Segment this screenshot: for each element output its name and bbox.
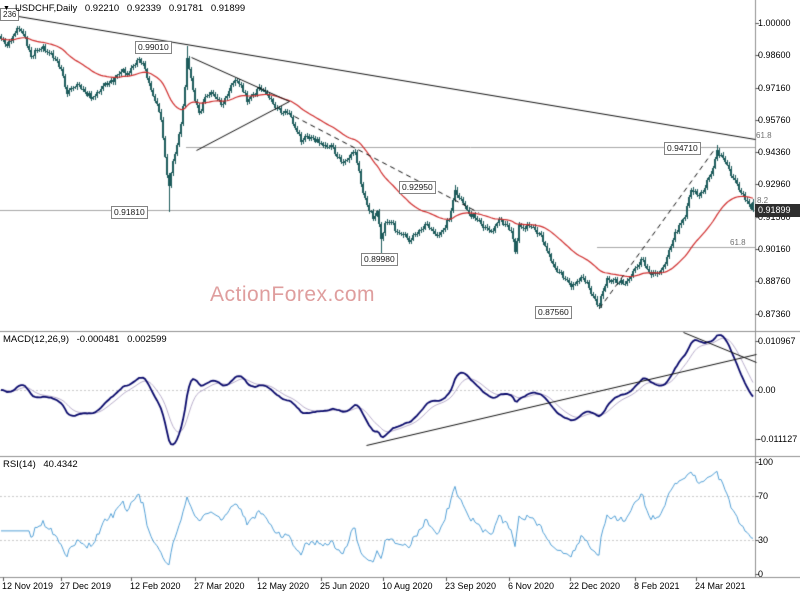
fib-corner-label: 236 bbox=[0, 8, 20, 21]
price-axis[interactable] bbox=[756, 0, 800, 577]
rsi-value: 40.4342 bbox=[43, 459, 78, 470]
macd-label: MACD(12,26,9) bbox=[3, 334, 69, 345]
symbol-icon: ▼ bbox=[3, 5, 10, 12]
rsi-label: RSI(14) bbox=[3, 459, 36, 470]
ohlc-open: 0.92210 bbox=[84, 3, 120, 14]
ohlc-low: 0.91781 bbox=[168, 3, 204, 14]
rsi-header: RSI(14) 40.4342 bbox=[3, 459, 83, 470]
chart-title-bar: ▼ USDCHF,Daily 0.92210 0.92339 0.91781 0.… bbox=[3, 3, 250, 14]
time-axis[interactable] bbox=[0, 578, 800, 600]
macd-header: MACD(12,26,9) -0.000481 0.002599 bbox=[3, 334, 172, 345]
macd-signal-value: 0.002599 bbox=[127, 334, 167, 345]
chart-title: USDCHF,Daily bbox=[14, 3, 78, 14]
current-price-tag: 0.91899 bbox=[755, 204, 800, 217]
ohlc-close: 0.91899 bbox=[210, 3, 246, 14]
ohlc-high: 0.92339 bbox=[126, 3, 162, 14]
macd-value: -0.000481 bbox=[76, 334, 120, 345]
